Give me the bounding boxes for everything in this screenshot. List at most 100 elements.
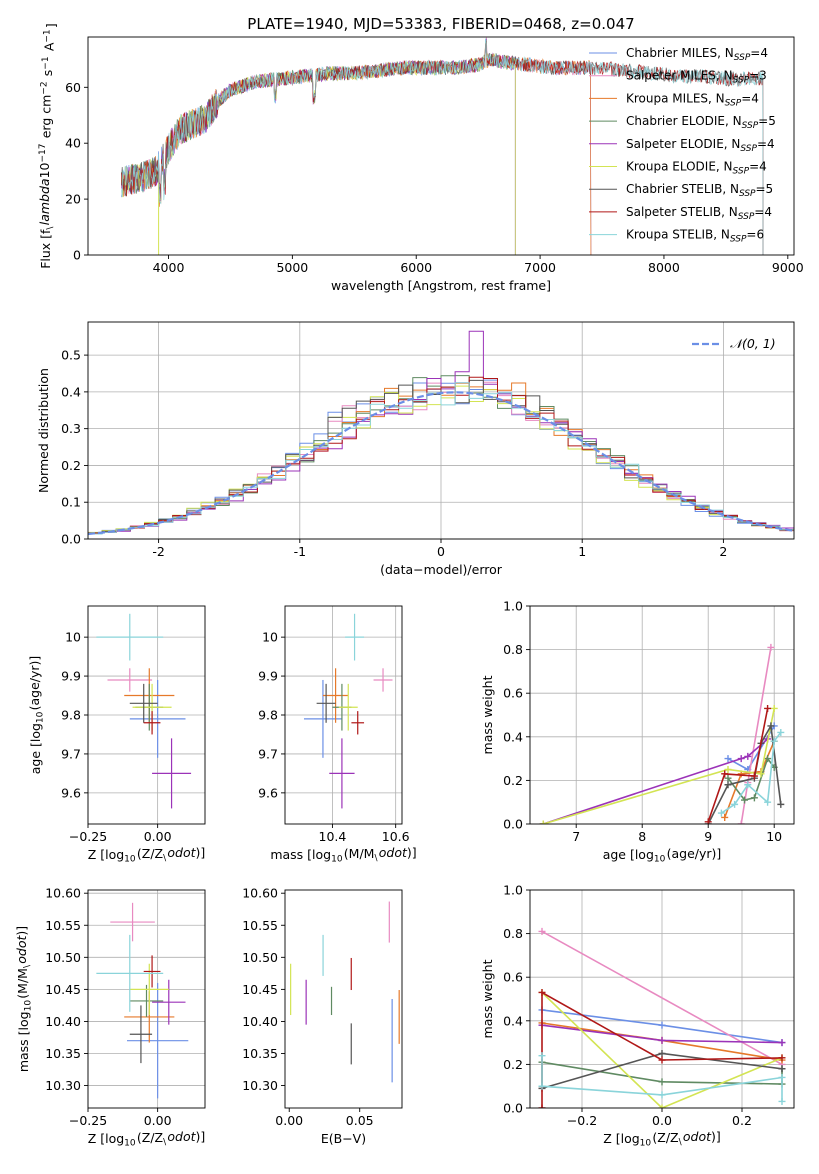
plus-marker bbox=[767, 643, 775, 651]
legend-label: Salpeter ELODIE, NSSP=4 bbox=[626, 137, 775, 154]
plus-marker bbox=[770, 704, 778, 712]
errorbar-point bbox=[129, 1005, 153, 1064]
x-axis-label: (data−model)/error bbox=[380, 562, 503, 577]
y-tick-label: 0.0 bbox=[61, 532, 81, 547]
x-tick-label: 6000 bbox=[400, 260, 432, 275]
grid-age_vs_Z bbox=[87, 606, 205, 824]
plus-marker bbox=[721, 813, 729, 821]
y-tick-label: 10.50 bbox=[242, 950, 278, 965]
errorbar-point bbox=[152, 738, 192, 809]
legend-label: Chabrier STELIB, NSSP=5 bbox=[626, 182, 773, 199]
x-tick-label: 4000 bbox=[153, 260, 185, 275]
y-tick-label: 10.35 bbox=[45, 1046, 81, 1061]
plus-marker bbox=[770, 737, 778, 745]
y-tick-label: 10.30 bbox=[242, 1078, 278, 1093]
plot-area-spectrum bbox=[121, 37, 764, 255]
plus-marker bbox=[764, 798, 772, 806]
plus-marker bbox=[764, 755, 772, 763]
plus-marker bbox=[767, 722, 775, 730]
x-tick-label: 10.6 bbox=[382, 829, 410, 844]
y-tick-label: 40 bbox=[65, 136, 81, 151]
errorbar-point bbox=[127, 982, 189, 1099]
legend-label: Salpeter MILES, NSSP=3 bbox=[626, 69, 767, 86]
y-tick-label: 10.45 bbox=[242, 982, 278, 997]
plus-marker bbox=[744, 781, 752, 789]
plus-marker bbox=[704, 818, 712, 824]
plus-marker bbox=[658, 1036, 666, 1044]
plus-marker bbox=[658, 1050, 666, 1057]
errorbar-point bbox=[129, 984, 164, 1017]
errorbar-point bbox=[107, 668, 153, 692]
errorbar-point bbox=[152, 979, 186, 1025]
y-tick-label: 10.55 bbox=[45, 918, 81, 933]
y-axis-label: mass weight bbox=[480, 959, 495, 1038]
y-tick-label: 0.5 bbox=[61, 348, 81, 363]
legend-label: Chabrier MILES, NSSP=4 bbox=[626, 46, 768, 63]
errorbar-point bbox=[351, 711, 365, 735]
plus-marker bbox=[724, 755, 732, 763]
x-tick-label: 10 bbox=[766, 829, 782, 844]
y-tick-label: 10.35 bbox=[242, 1046, 278, 1061]
legend-label: Kroupa ELODIE, NSSP=4 bbox=[626, 160, 767, 177]
plus-marker bbox=[778, 1065, 786, 1073]
y-tick-label: 10.30 bbox=[45, 1078, 81, 1093]
plot-area-mass_weight_vs_Z bbox=[538, 927, 786, 1108]
y-tick-label: 0.2 bbox=[61, 458, 81, 473]
plus-marker bbox=[744, 752, 752, 760]
spectrum-line-kroupa-stelib bbox=[121, 38, 764, 255]
axes-mass_vs_Z: −0.25 0.00 10.30 10.35 10.40 10.45 10.50 10.55 1… bbox=[14, 886, 206, 1149]
plus-marker bbox=[778, 1054, 786, 1062]
plus-marker bbox=[658, 1078, 666, 1086]
errorbar-point bbox=[110, 902, 155, 942]
plot-area-mass_vs_Z bbox=[96, 902, 189, 1099]
axes-frame bbox=[87, 36, 795, 256]
legend-label: Salpeter STELIB, NSSP=4 bbox=[626, 205, 772, 222]
y-tick-label: 0.0 bbox=[503, 817, 523, 832]
axes-spectrum: 4000 5000 6000 7000 8000 9000 0 20 40 60 wavelengt… bbox=[37, 23, 804, 293]
spectrum-line-chabrier-stelib bbox=[121, 40, 764, 255]
grid-residuals bbox=[88, 322, 794, 540]
plus-marker bbox=[724, 766, 732, 773]
axes-residuals: -2 -1 0 1 2 0.0 0.1 0.2 0.3 0.4 0.5 (data−model)/er… bbox=[36, 321, 795, 577]
y-tick-label: 9.8 bbox=[61, 708, 81, 723]
plot-area-age_vs_mass bbox=[303, 613, 393, 809]
y-tick-label: 10.40 bbox=[45, 1014, 81, 1029]
axes-age_vs_mass: 10.4 10.6 9.6 9.7 9.8 9.9 10 mass [log10 (M/M\ … bbox=[258, 605, 417, 865]
legend-label: Chabrier ELODIE, NSSP=5 bbox=[626, 114, 776, 131]
errorbar-point bbox=[143, 955, 161, 988]
plus-marker bbox=[658, 1021, 666, 1029]
x-axis-label: Z [log10 (Z/Z\ odot)] bbox=[88, 1129, 206, 1149]
y-tick-label: 60 bbox=[65, 80, 81, 95]
y-tick-label: 9.7 bbox=[258, 746, 278, 761]
y-axis-label: mass weight bbox=[480, 675, 495, 754]
legend: Chabrier MILES, NSSP=4 Salpeter MILES, NS… bbox=[589, 46, 776, 245]
x-tick-label: 0 bbox=[437, 544, 445, 559]
mass-weight-line-salpeter-stelib bbox=[707, 708, 769, 823]
x-tick-label: 5000 bbox=[276, 260, 308, 275]
errorbar-point bbox=[143, 711, 161, 735]
plus-marker bbox=[539, 820, 547, 824]
plus-marker bbox=[778, 1073, 786, 1081]
x-tick-label: −0.25 bbox=[69, 1113, 107, 1128]
x-tick-label: 8000 bbox=[648, 260, 680, 275]
x-tick-label: 0.0 bbox=[652, 1113, 672, 1128]
y-tick-label: 9.6 bbox=[258, 785, 278, 800]
x-tick-label: 8 bbox=[638, 829, 646, 844]
y-axis-label: Normed distribution bbox=[36, 368, 51, 493]
y-axis-label: Flux [f\ lambda10−17 erg cm−2 s−1 A−1 ] bbox=[37, 23, 58, 269]
x-tick-label: 9000 bbox=[772, 260, 804, 275]
y-tick-label: 1.0 bbox=[503, 599, 523, 614]
mass-weight-line-salpeter-elodie bbox=[542, 738, 769, 824]
y-tick-label: 0.6 bbox=[503, 970, 523, 985]
mass-weight-line-kroupa-elodie bbox=[541, 991, 783, 1108]
y-tick-label: 9.9 bbox=[258, 669, 278, 684]
x-tick-label: −0.25 bbox=[69, 829, 107, 844]
plus-marker bbox=[750, 794, 758, 802]
x-tick-label: 0.2 bbox=[732, 1113, 752, 1128]
y-tick-label: 0 bbox=[73, 248, 81, 263]
errorbar-point bbox=[316, 683, 336, 723]
axes-frame bbox=[284, 889, 403, 1109]
x-tick-label: 0.00 bbox=[144, 1113, 172, 1128]
y-tick-label: 0.6 bbox=[503, 686, 523, 701]
